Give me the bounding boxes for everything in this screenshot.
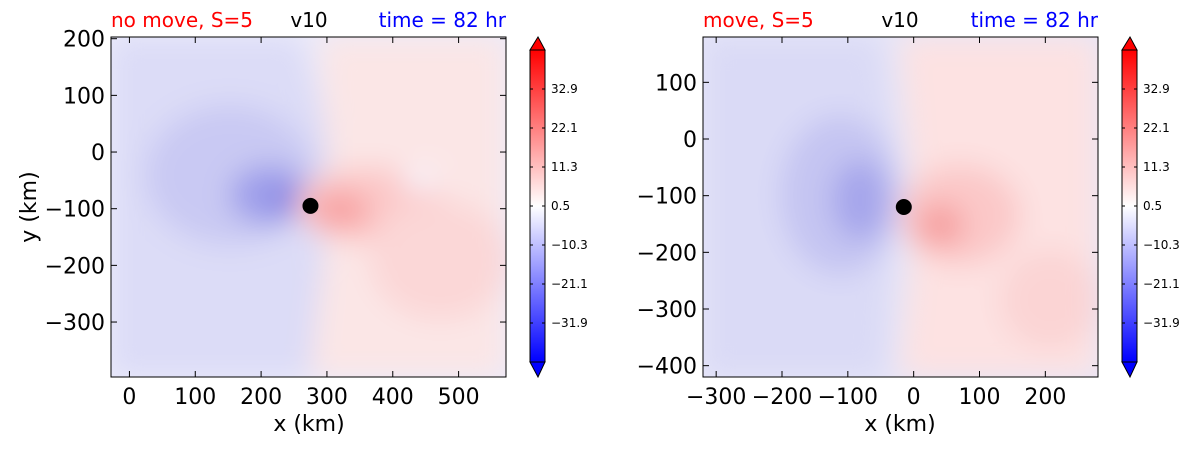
colorbar-extend-min (1121, 361, 1138, 379)
x-tick-label: 100 (174, 385, 216, 410)
ticks-left: 0 100 200 300 400 500 200 100 0 −100 −200 −300 (45, 28, 506, 410)
field-left (111, 37, 506, 377)
x-tick-label: 0 (907, 385, 921, 410)
y-tick-label: 200 (63, 28, 105, 53)
colorbar-tick-label: 22.1 (551, 121, 578, 135)
colorbar-tick-label: 0.5 (1143, 199, 1162, 213)
colorbar-tick-label: 32.9 (551, 82, 578, 96)
x-tick-label: 100 (959, 385, 1001, 410)
colorbar-tick-label: −21.1 (551, 277, 588, 291)
x-axis-label: x (km) (864, 412, 935, 437)
colorbar-tick-label: −21.1 (1143, 277, 1180, 291)
title-center: v10 (290, 8, 327, 32)
y-tick-label: 0 (683, 128, 697, 153)
colorbar-extend-max (1121, 35, 1138, 51)
colorbar-extend-max (529, 35, 546, 51)
panel-move: −300 −200 −100 0 100 2001000−100−200−300−400 … (637, 8, 1180, 437)
x-tick-label: 400 (372, 385, 414, 410)
plot-frame-left (110, 36, 507, 378)
y-tick-label: 100 (63, 84, 105, 109)
x-tick-label: −300 (686, 385, 746, 410)
colorbar-tick-label: −10.3 (1143, 238, 1180, 252)
y-tick-label: −300 (637, 298, 697, 323)
colorbar-extend-min (529, 361, 546, 379)
title-right: time = 82 hr (971, 8, 1099, 32)
colorbar-ticks: 32.9 22.1 11.3 0.5 −10.3 −21.1 −31.9 (1122, 82, 1180, 330)
colorbar-tick-label: −10.3 (551, 238, 588, 252)
colorbar-tick-label: 0.5 (551, 199, 570, 213)
y-tick-label: −200 (45, 254, 105, 279)
colorbar-tick-label: 22.1 (1143, 121, 1170, 135)
colorbar-tick-label: −31.9 (1143, 316, 1180, 330)
title-right: time = 82 hr (379, 8, 507, 32)
y-tick-label: −200 (637, 241, 697, 266)
y-tick-label: −400 (637, 355, 697, 380)
x-tick-label: −100 (818, 385, 878, 410)
x-tick-label: 200 (1024, 385, 1066, 410)
x-tick-label: 300 (306, 385, 348, 410)
x-tick-label: 500 (438, 385, 480, 410)
x-tick-label: 0 (122, 385, 136, 410)
colorbar-left: 32.9 22.1 11.3 0.5 −10.3 −21.1 −31.9 (529, 35, 588, 379)
field-right (703, 37, 1098, 377)
y-tick-label: 0 (91, 141, 105, 166)
x-tick-label: −200 (752, 385, 812, 410)
y-tick-label: −300 (45, 311, 105, 336)
colorbar-tick-label: −31.9 (551, 316, 588, 330)
y-axis-label: y (km) (17, 171, 42, 242)
x-axis-label: x (km) (273, 412, 344, 437)
colorbar-ticks: 32.9 22.1 11.3 0.5 −10.3 −21.1 −31.9 (530, 82, 588, 330)
colorbar-tick-label: 11.3 (1143, 160, 1170, 174)
y-tick-label: −100 (637, 185, 697, 210)
storm-center-marker (302, 197, 319, 214)
x-tick-label: 200 (240, 385, 282, 410)
title-left: move, S=5 (703, 8, 814, 32)
y-tick-label: −100 (45, 198, 105, 223)
storm-center-marker (895, 199, 912, 215)
title-left: no move, S=5 (111, 8, 253, 32)
colorbar-tick-label: 32.9 (1143, 82, 1170, 96)
colorbar-right: 32.9 22.1 11.3 0.5 −10.3 −21.1 −31.9 (1121, 35, 1180, 379)
title-center: v10 (881, 8, 918, 32)
panel-no-move: 0 100 200 300 400 500 200 100 0 −100 −200 −300 no m… (17, 8, 588, 437)
y-tick-label: 100 (655, 71, 697, 96)
colorbar-tick-label: 11.3 (551, 160, 578, 174)
plot-frame-right (702, 36, 1099, 378)
